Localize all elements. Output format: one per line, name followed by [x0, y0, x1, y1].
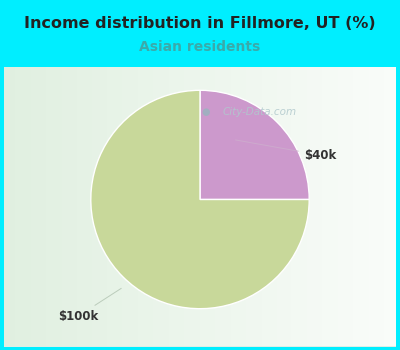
Wedge shape [200, 90, 309, 199]
Text: Asian residents: Asian residents [139, 40, 261, 54]
Wedge shape [91, 90, 309, 309]
Text: $100k: $100k [58, 288, 121, 323]
Text: City-Data.com: City-Data.com [223, 107, 297, 117]
Text: Income distribution in Fillmore, UT (%): Income distribution in Fillmore, UT (%) [24, 16, 376, 31]
Text: $40k: $40k [236, 140, 336, 162]
Text: ●: ● [201, 107, 210, 117]
